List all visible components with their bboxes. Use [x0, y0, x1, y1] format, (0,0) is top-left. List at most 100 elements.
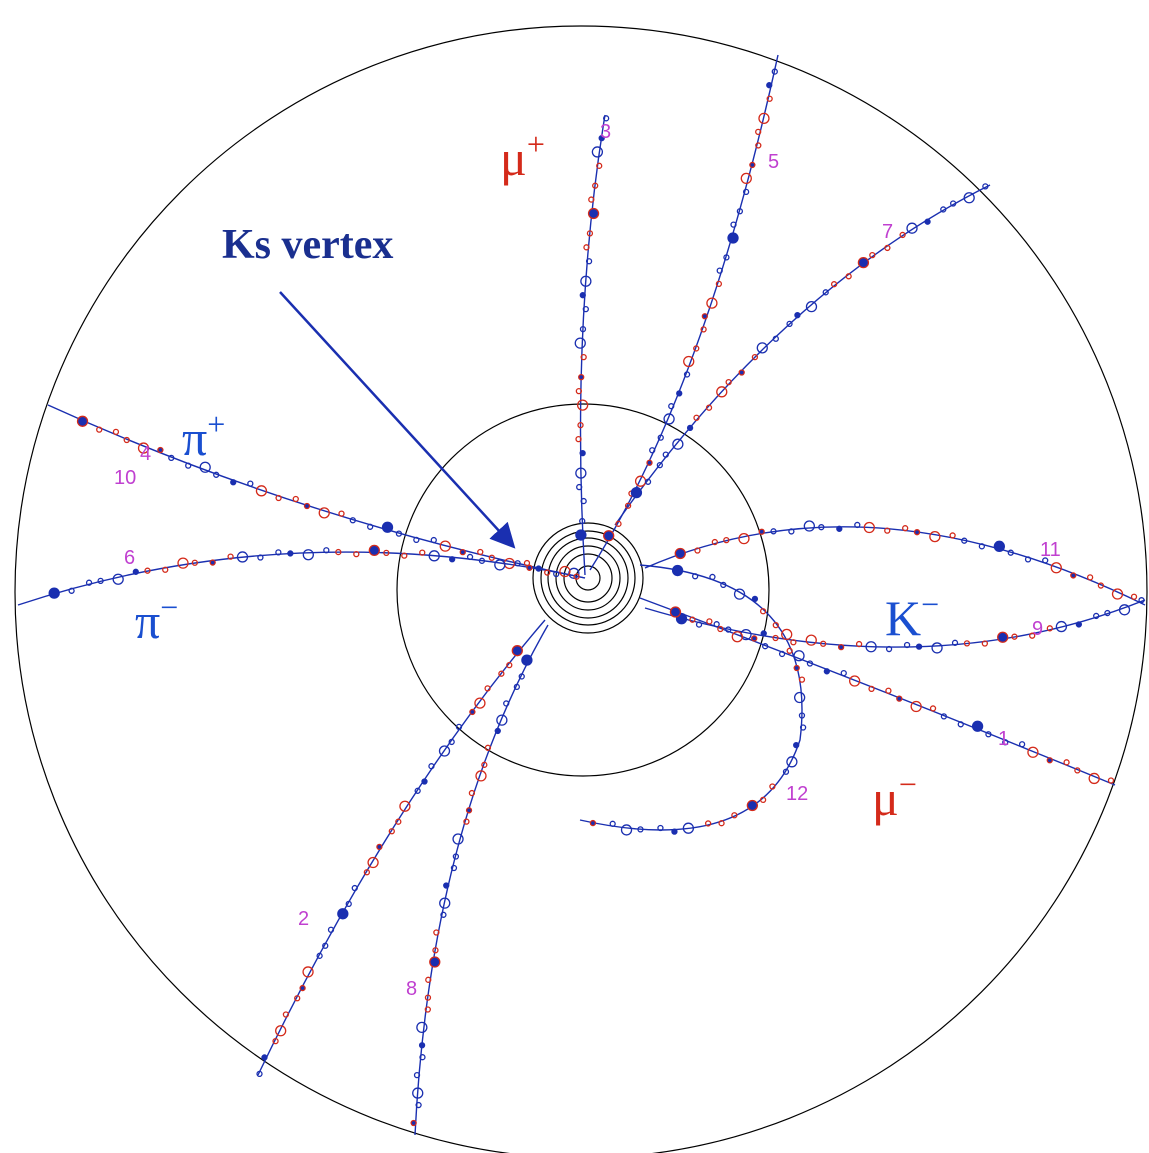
hit	[439, 897, 451, 909]
hit	[132, 568, 139, 575]
hit	[657, 824, 664, 832]
hit	[950, 200, 957, 207]
hit	[368, 544, 380, 557]
hit	[951, 639, 959, 646]
hit	[682, 822, 695, 834]
hit	[185, 462, 192, 469]
hit	[949, 532, 956, 539]
hit	[646, 459, 653, 466]
hit	[559, 565, 571, 578]
hit	[484, 744, 492, 751]
hit	[568, 567, 580, 579]
hit	[433, 929, 440, 936]
hit	[929, 530, 941, 543]
hit	[575, 435, 582, 443]
hit	[376, 843, 383, 851]
hit	[700, 326, 707, 333]
hit	[275, 549, 282, 556]
hit	[672, 438, 684, 450]
hit	[762, 643, 769, 650]
hit	[805, 634, 817, 646]
hit	[716, 267, 723, 274]
hit	[236, 551, 249, 563]
hit	[523, 559, 531, 567]
hit	[1063, 759, 1070, 766]
hit	[971, 720, 984, 732]
hit	[733, 588, 746, 600]
hit	[793, 691, 806, 704]
hit	[786, 647, 793, 654]
hit	[758, 528, 765, 535]
hit	[1097, 582, 1105, 589]
hit	[327, 926, 335, 933]
hit	[455, 723, 463, 731]
hit	[695, 621, 703, 628]
hit	[760, 630, 767, 637]
hit	[788, 528, 795, 535]
hit	[689, 616, 696, 623]
hit	[865, 641, 877, 653]
hit	[448, 738, 455, 746]
hit	[410, 1119, 417, 1127]
hit	[494, 727, 501, 735]
track-number: 7	[882, 221, 893, 243]
hit	[255, 485, 268, 497]
particle-label: μ+	[500, 126, 545, 186]
hit	[671, 564, 684, 577]
hit	[302, 549, 314, 561]
hit	[644, 478, 652, 485]
hit	[885, 687, 892, 694]
particle-label: μ−	[872, 766, 917, 826]
hit	[209, 559, 216, 566]
hit	[573, 573, 580, 580]
hit	[662, 451, 669, 458]
track-number: 4	[140, 443, 151, 465]
hit	[421, 778, 428, 785]
hit	[715, 280, 723, 288]
hit	[884, 527, 891, 534]
hit	[598, 134, 605, 142]
hit	[906, 222, 918, 234]
hit	[474, 697, 486, 709]
hit	[1029, 632, 1036, 639]
hit	[766, 95, 773, 102]
hit	[272, 1037, 279, 1045]
particle-symbol: K	[885, 590, 921, 646]
hit	[484, 685, 491, 692]
hit	[579, 325, 587, 333]
hit	[730, 221, 737, 228]
hit	[123, 436, 130, 444]
hit	[740, 628, 752, 641]
hit	[585, 258, 593, 265]
hit	[868, 685, 875, 692]
hit	[418, 1042, 426, 1049]
hit	[1046, 625, 1053, 632]
hit	[592, 182, 599, 189]
hit	[820, 640, 827, 647]
hit	[1070, 572, 1077, 579]
hit	[845, 273, 852, 280]
hit	[97, 577, 104, 584]
hit	[287, 550, 294, 557]
hit	[282, 1011, 290, 1018]
hit	[85, 579, 93, 586]
hit	[963, 192, 975, 204]
hit	[1093, 612, 1100, 620]
hit	[786, 320, 793, 328]
track-number: 10	[114, 467, 136, 489]
hit	[191, 559, 198, 566]
hit	[740, 172, 752, 185]
hit	[902, 525, 909, 532]
hit	[693, 414, 700, 421]
hit	[475, 770, 487, 782]
hit	[993, 540, 1005, 552]
hit	[910, 700, 922, 713]
hit	[725, 378, 732, 386]
hit	[1138, 597, 1145, 604]
hit	[1042, 557, 1049, 564]
hit	[518, 673, 525, 680]
hit	[913, 529, 921, 536]
hit	[465, 807, 473, 814]
hit	[1050, 562, 1062, 574]
hit	[318, 507, 330, 519]
